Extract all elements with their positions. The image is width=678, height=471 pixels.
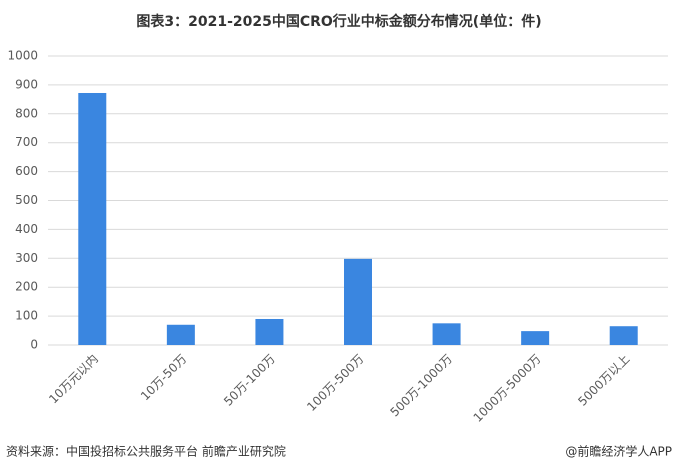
bar (609, 326, 638, 345)
x-tick-label: 5000万以上 (575, 352, 632, 409)
x-tick-label: 10万元以内 (46, 352, 101, 407)
y-tick-label: 300 (15, 251, 38, 265)
y-tick-label: 400 (15, 222, 38, 236)
bar (432, 323, 461, 345)
x-tick-label: 100万-500万 (304, 352, 366, 414)
y-tick-label: 900 (15, 77, 38, 91)
source-note: 资料来源：中国投招标公共服务平台 前瞻产业研究院 (6, 444, 286, 459)
y-tick-label: 0 (30, 338, 38, 352)
y-tick-label: 500 (15, 193, 38, 207)
y-tick-label: 600 (15, 164, 38, 178)
x-tick-label: 50万-100万 (221, 352, 278, 409)
chart-title: 图表3：2021-2025中国CRO行业中标金额分布情况(单位：件) (136, 13, 541, 30)
bar (344, 258, 372, 345)
bar (166, 324, 195, 345)
y-tick-label: 800 (15, 106, 38, 120)
bar (521, 331, 550, 345)
x-tick-label: 10万-50万 (138, 352, 190, 404)
y-tick-label: 200 (15, 280, 38, 294)
y-tick-label: 100 (15, 309, 38, 323)
credit: @前瞻经济学人APP (565, 444, 672, 459)
x-tick-label: 1000万-5000万 (471, 352, 544, 425)
y-tick-label: 700 (15, 135, 38, 149)
x-tick-label: 500万-1000万 (387, 352, 455, 420)
bar (78, 92, 107, 345)
bar (255, 318, 284, 345)
y-tick-label: 1000 (7, 49, 38, 63)
